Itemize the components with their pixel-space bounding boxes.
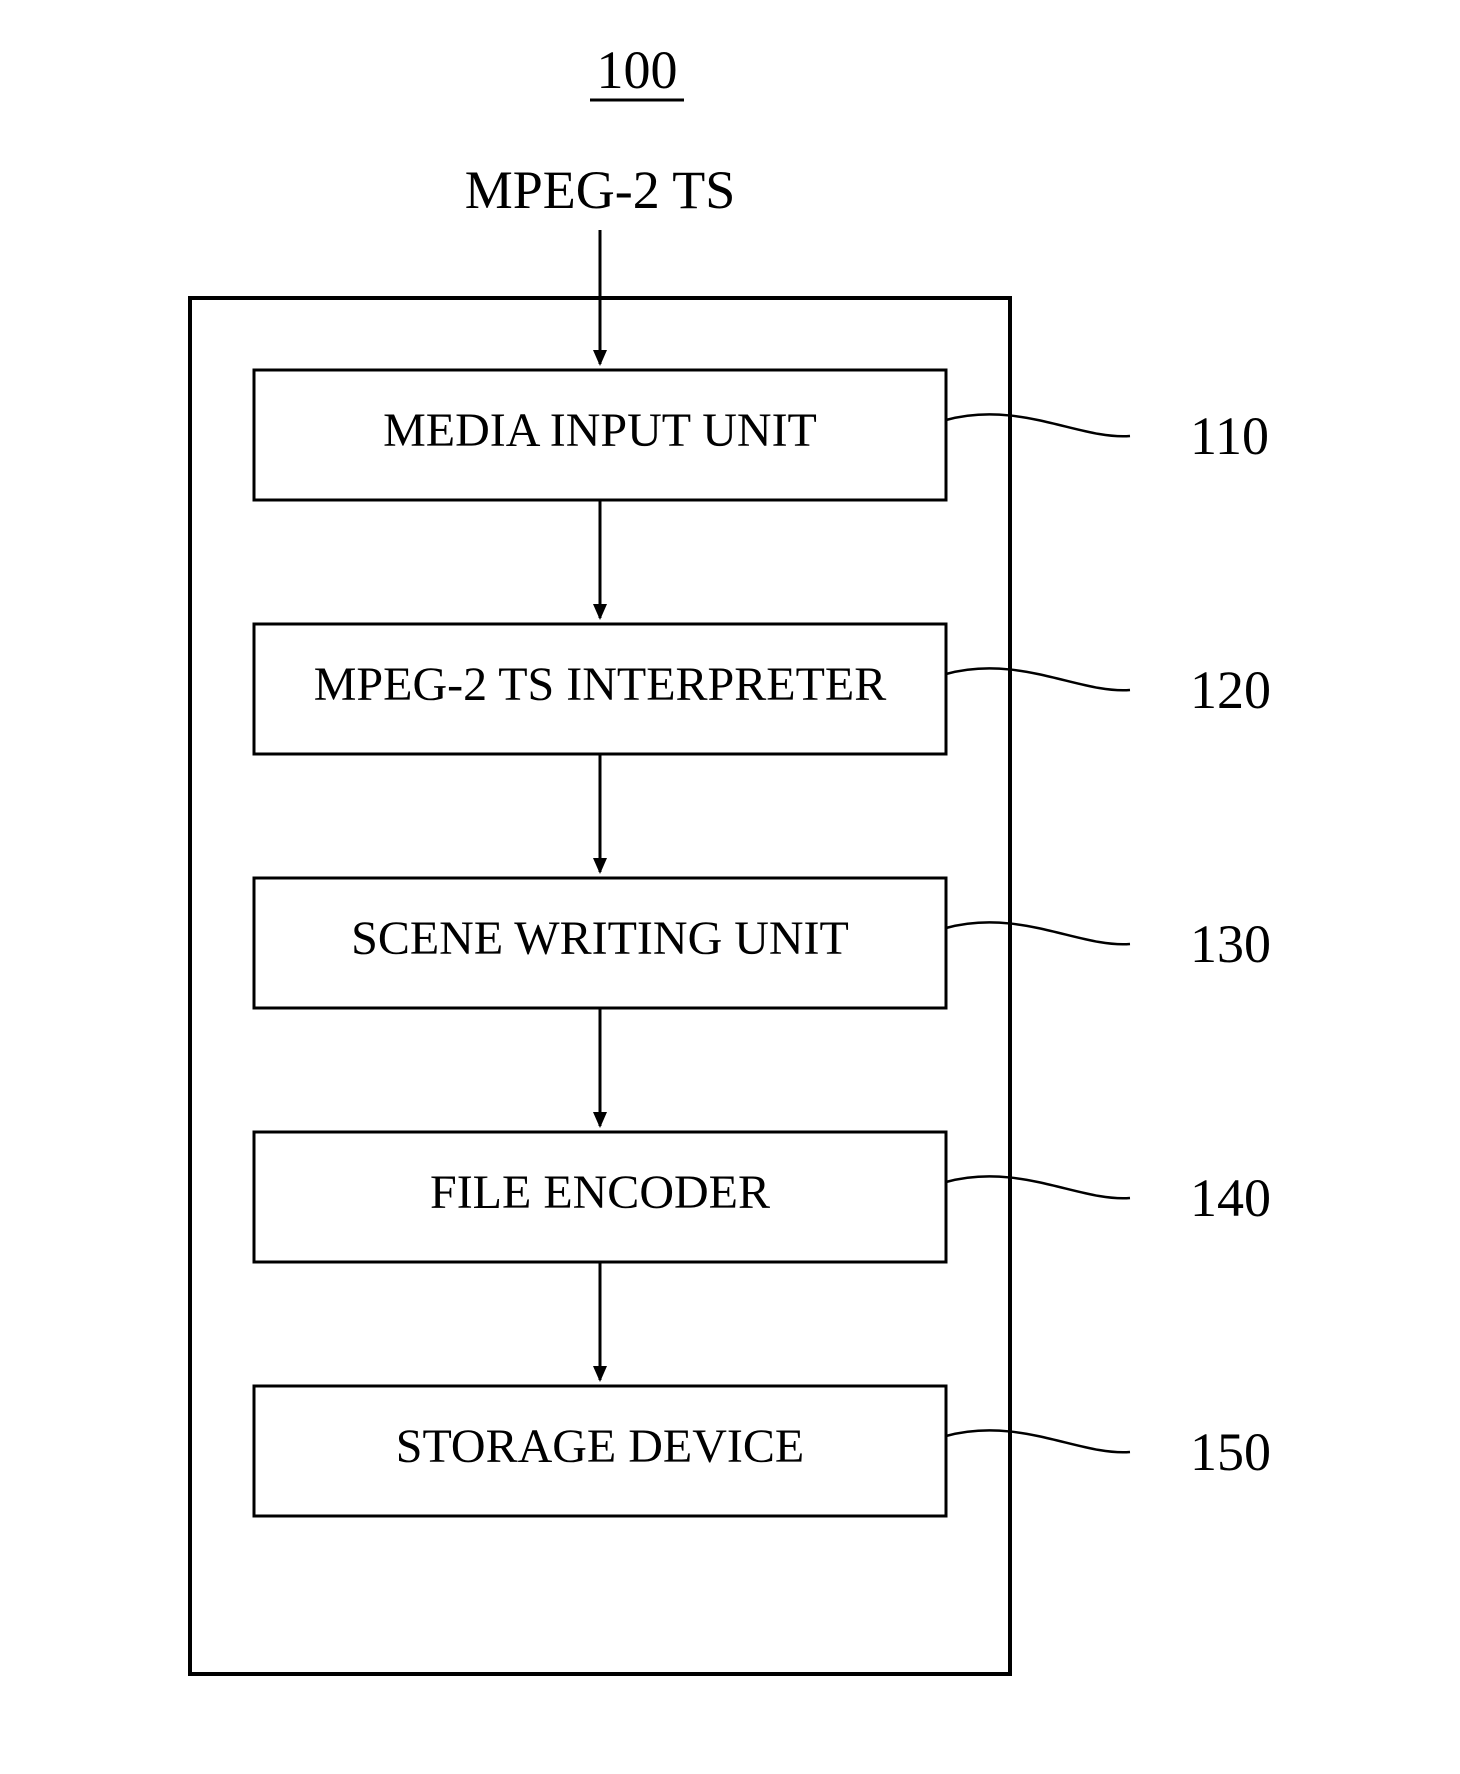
flow-node-b130: SCENE WRITING UNIT [254,878,946,1008]
figure-reference-number: 100 [597,40,678,100]
flow-node-label: SCENE WRITING UNIT [351,912,849,965]
callout-line [946,668,1130,690]
flow-node-label: STORAGE DEVICE [396,1420,804,1473]
callout-line [946,1176,1130,1198]
flow-node-b110: MEDIA INPUT UNIT [254,370,946,500]
reference-number-110: 110 [1190,406,1269,466]
flow-node-b150: STORAGE DEVICE [254,1386,946,1516]
flow-node-b120: MPEG-2 TS INTERPRETER [254,624,946,754]
flow-node-label: FILE ENCODER [430,1166,770,1219]
reference-number-120: 120 [1190,660,1271,720]
callout-line [946,1430,1130,1452]
callout-line [946,922,1130,944]
flow-node-b140: FILE ENCODER [254,1132,946,1262]
input-signal-label: MPEG-2 TS [465,160,736,220]
reference-number-150: 150 [1190,1422,1271,1482]
reference-number-140: 140 [1190,1168,1271,1228]
flow-node-label: MEDIA INPUT UNIT [383,404,817,457]
callout-line [946,414,1130,436]
flow-node-label: MPEG-2 TS INTERPRETER [314,658,886,711]
reference-number-130: 130 [1190,914,1271,974]
